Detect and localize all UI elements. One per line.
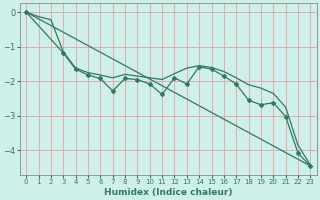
X-axis label: Humidex (Indice chaleur): Humidex (Indice chaleur) xyxy=(104,188,233,197)
